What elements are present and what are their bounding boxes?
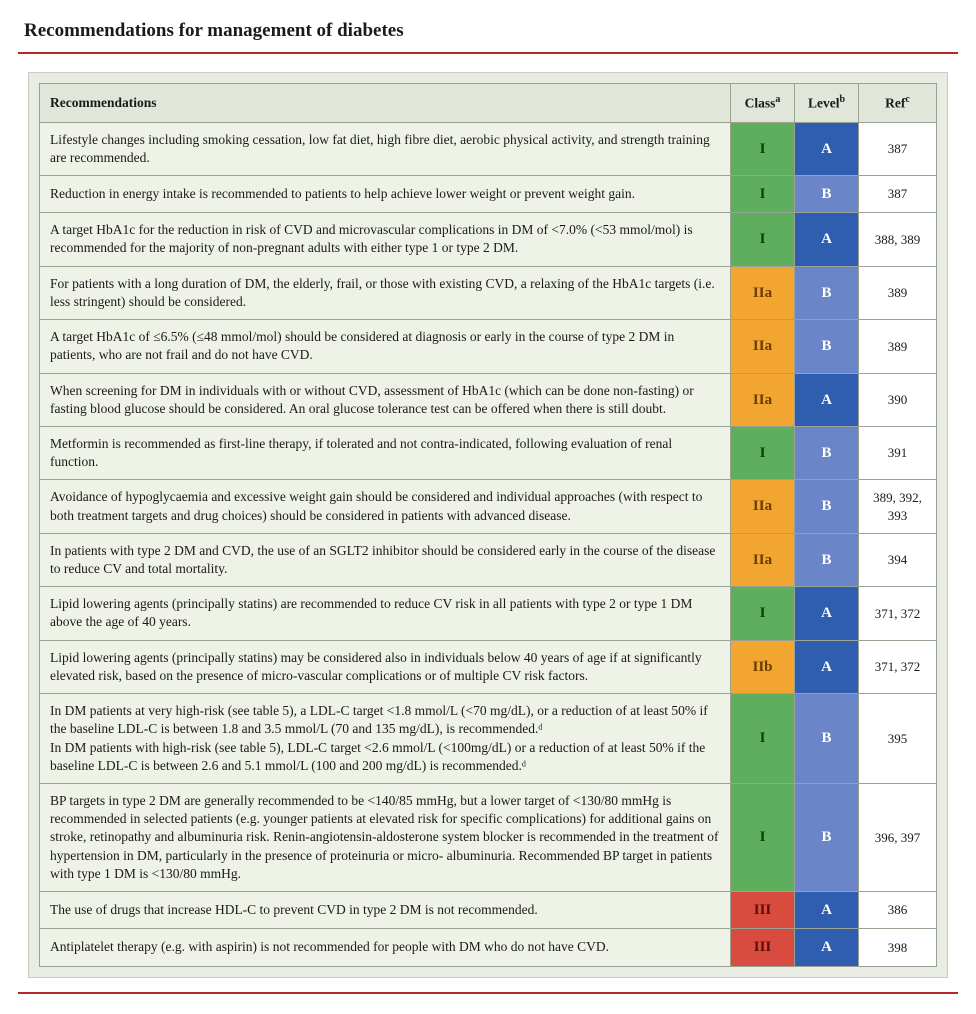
level-cell: B [795, 426, 859, 479]
table-header-row: Recommendations Classa Levelb Refc [40, 84, 937, 123]
col-header-level: Levelb [795, 84, 859, 123]
recommendation-text: The use of drugs that increase HDL-C to … [40, 892, 731, 929]
level-cell: B [795, 533, 859, 586]
ref-cell: 391 [859, 426, 937, 479]
class-cell: IIa [731, 266, 795, 319]
ref-cell: 394 [859, 533, 937, 586]
col-header-label: Ref [885, 96, 905, 111]
table-row: In patients with type 2 DM and CVD, the … [40, 533, 937, 586]
recommendation-text: When screening for DM in individuals wit… [40, 373, 731, 426]
ref-cell: 371, 372 [859, 640, 937, 693]
table-body: Lifestyle changes including smoking cess… [40, 122, 937, 966]
ref-cell: 386 [859, 892, 937, 929]
level-cell: A [795, 892, 859, 929]
table-row: Lipid lowering agents (principally stati… [40, 640, 937, 693]
table-row: The use of drugs that increase HDL-C to … [40, 892, 937, 929]
ref-cell: 398 [859, 929, 937, 966]
class-cell: I [731, 426, 795, 479]
col-header-class: Classa [731, 84, 795, 123]
level-cell: A [795, 373, 859, 426]
ref-cell: 389 [859, 266, 937, 319]
recommendation-text: In DM patients at very high-risk (see ta… [40, 694, 731, 784]
page: Recommendations for management of diabet… [0, 0, 976, 1014]
level-cell: A [795, 929, 859, 966]
table-row: Antiplatelet therapy (e.g. with aspirin)… [40, 929, 937, 966]
level-cell: A [795, 587, 859, 640]
table-row: A target HbA1c of ≤6.5% (≤48 mmol/mol) s… [40, 320, 937, 373]
class-cell: I [731, 175, 795, 212]
table-row: Metformin is recommended as first-line t… [40, 426, 937, 479]
class-cell: IIb [731, 640, 795, 693]
level-cell: A [795, 213, 859, 266]
level-cell: B [795, 784, 859, 892]
ref-cell: 387 [859, 175, 937, 212]
recommendation-text: A target HbA1c for the reduction in risk… [40, 213, 731, 266]
recommendation-text: In patients with type 2 DM and CVD, the … [40, 533, 731, 586]
col-header-label: Class [745, 96, 776, 111]
recommendation-text: Antiplatelet therapy (e.g. with aspirin)… [40, 929, 731, 966]
col-header-label: Level [808, 96, 840, 111]
recommendation-text: Reduction in energy intake is recommende… [40, 175, 731, 212]
table-row: A target HbA1c for the reduction in risk… [40, 213, 937, 266]
recommendation-text: Metformin is recommended as first-line t… [40, 426, 731, 479]
class-cell: III [731, 892, 795, 929]
level-cell: B [795, 694, 859, 784]
table-row: BP targets in type 2 DM are generally re… [40, 784, 937, 892]
col-header-sup: a [775, 94, 780, 105]
table-row: When screening for DM in individuals wit… [40, 373, 937, 426]
divider-bottom [18, 992, 958, 994]
recommendation-text: For patients with a long duration of DM,… [40, 266, 731, 319]
table-row: Lipid lowering agents (principally stati… [40, 587, 937, 640]
col-header-sup: b [839, 94, 845, 105]
class-cell: III [731, 929, 795, 966]
class-cell: I [731, 213, 795, 266]
class-cell: I [731, 587, 795, 640]
class-cell: IIa [731, 373, 795, 426]
recommendation-text: Lipid lowering agents (principally stati… [40, 587, 731, 640]
class-cell: IIa [731, 480, 795, 533]
page-title: Recommendations for management of diabet… [18, 14, 958, 52]
ref-cell: 396, 397 [859, 784, 937, 892]
ref-cell: 389, 392, 393 [859, 480, 937, 533]
recommendation-text: Lipid lowering agents (principally stati… [40, 640, 731, 693]
table-row: For patients with a long duration of DM,… [40, 266, 937, 319]
level-cell: A [795, 122, 859, 175]
table-row: In DM patients at very high-risk (see ta… [40, 694, 937, 784]
divider-top [18, 52, 958, 54]
class-cell: I [731, 784, 795, 892]
recommendations-table: Recommendations Classa Levelb Refc Lifes… [39, 83, 937, 967]
level-cell: A [795, 640, 859, 693]
recommendation-text: Lifestyle changes including smoking cess… [40, 122, 731, 175]
col-header-recommendations: Recommendations [40, 84, 731, 123]
recommendation-text: Avoidance of hypoglycaemia and excessive… [40, 480, 731, 533]
recommendation-text: BP targets in type 2 DM are generally re… [40, 784, 731, 892]
level-cell: B [795, 175, 859, 212]
col-header-ref: Refc [859, 84, 937, 123]
ref-cell: 389 [859, 320, 937, 373]
table-row: Avoidance of hypoglycaemia and excessive… [40, 480, 937, 533]
recommendation-text: A target HbA1c of ≤6.5% (≤48 mmol/mol) s… [40, 320, 731, 373]
class-cell: IIa [731, 320, 795, 373]
ref-cell: 390 [859, 373, 937, 426]
level-cell: B [795, 266, 859, 319]
class-cell: IIa [731, 533, 795, 586]
table-row: Reduction in energy intake is recommende… [40, 175, 937, 212]
col-header-sup: c [905, 94, 909, 105]
level-cell: B [795, 480, 859, 533]
recommendations-panel: Recommendations Classa Levelb Refc Lifes… [28, 72, 948, 978]
ref-cell: 395 [859, 694, 937, 784]
ref-cell: 387 [859, 122, 937, 175]
ref-cell: 388, 389 [859, 213, 937, 266]
class-cell: I [731, 694, 795, 784]
table-row: Lifestyle changes including smoking cess… [40, 122, 937, 175]
class-cell: I [731, 122, 795, 175]
level-cell: B [795, 320, 859, 373]
ref-cell: 371, 372 [859, 587, 937, 640]
col-header-label: Recommendations [50, 95, 157, 110]
